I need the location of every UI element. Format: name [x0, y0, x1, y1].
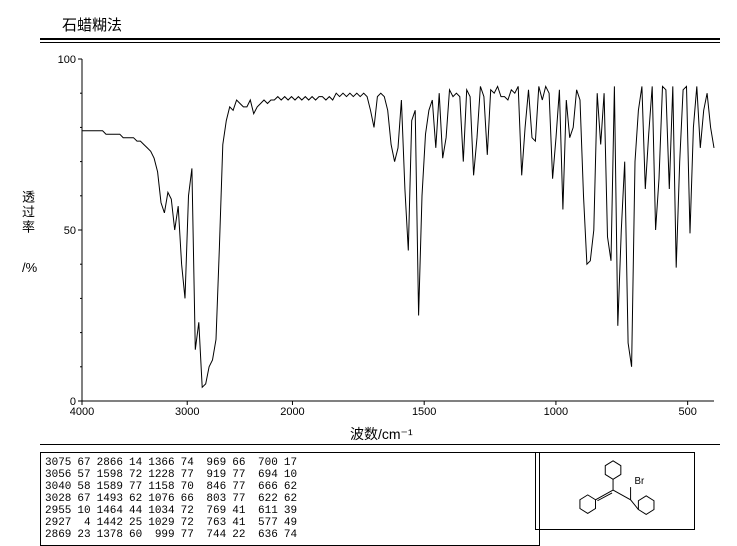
- svg-text:3000: 3000: [175, 406, 199, 415]
- svg-text:1000: 1000: [544, 406, 568, 415]
- molecular-structure: Br: [535, 452, 695, 530]
- peak-table: 307567286614136674 96966 700173056571598…: [40, 452, 540, 546]
- table-row: 2927 4144225102972 76341 57749: [45, 517, 303, 529]
- svg-text:2000: 2000: [280, 406, 304, 415]
- x-axis-label: 波数/cm⁻¹: [350, 424, 413, 444]
- svg-text:500: 500: [678, 406, 696, 415]
- divider-top-2: [40, 42, 720, 43]
- table-row: 302867149362107666 80377 62262: [45, 493, 303, 505]
- divider-bottom: [40, 444, 720, 445]
- svg-text:100: 100: [58, 55, 76, 66]
- table-row: 305657159872122877 91977 69410: [45, 469, 303, 481]
- divider-top-1: [40, 38, 720, 40]
- y-axis-label: 透过率: [18, 190, 37, 235]
- chart-title: 石蜡糊法: [62, 14, 122, 35]
- table-row: 295510146444103472 76941 61139: [45, 505, 303, 517]
- br-label: Br: [634, 476, 644, 487]
- ir-spectrum-chart: 05010040003000200015001000500: [54, 55, 718, 415]
- svg-text:4000: 4000: [70, 406, 94, 415]
- table-row: 307567286614136674 96966 70017: [45, 457, 303, 469]
- svg-text:1500: 1500: [412, 406, 436, 415]
- table-row: 286923137860 99977 74422 63674: [45, 529, 303, 541]
- table-row: 304058158977115870 84677 66662: [45, 481, 303, 493]
- y-axis-unit: /%: [22, 260, 37, 275]
- svg-text:50: 50: [64, 225, 76, 237]
